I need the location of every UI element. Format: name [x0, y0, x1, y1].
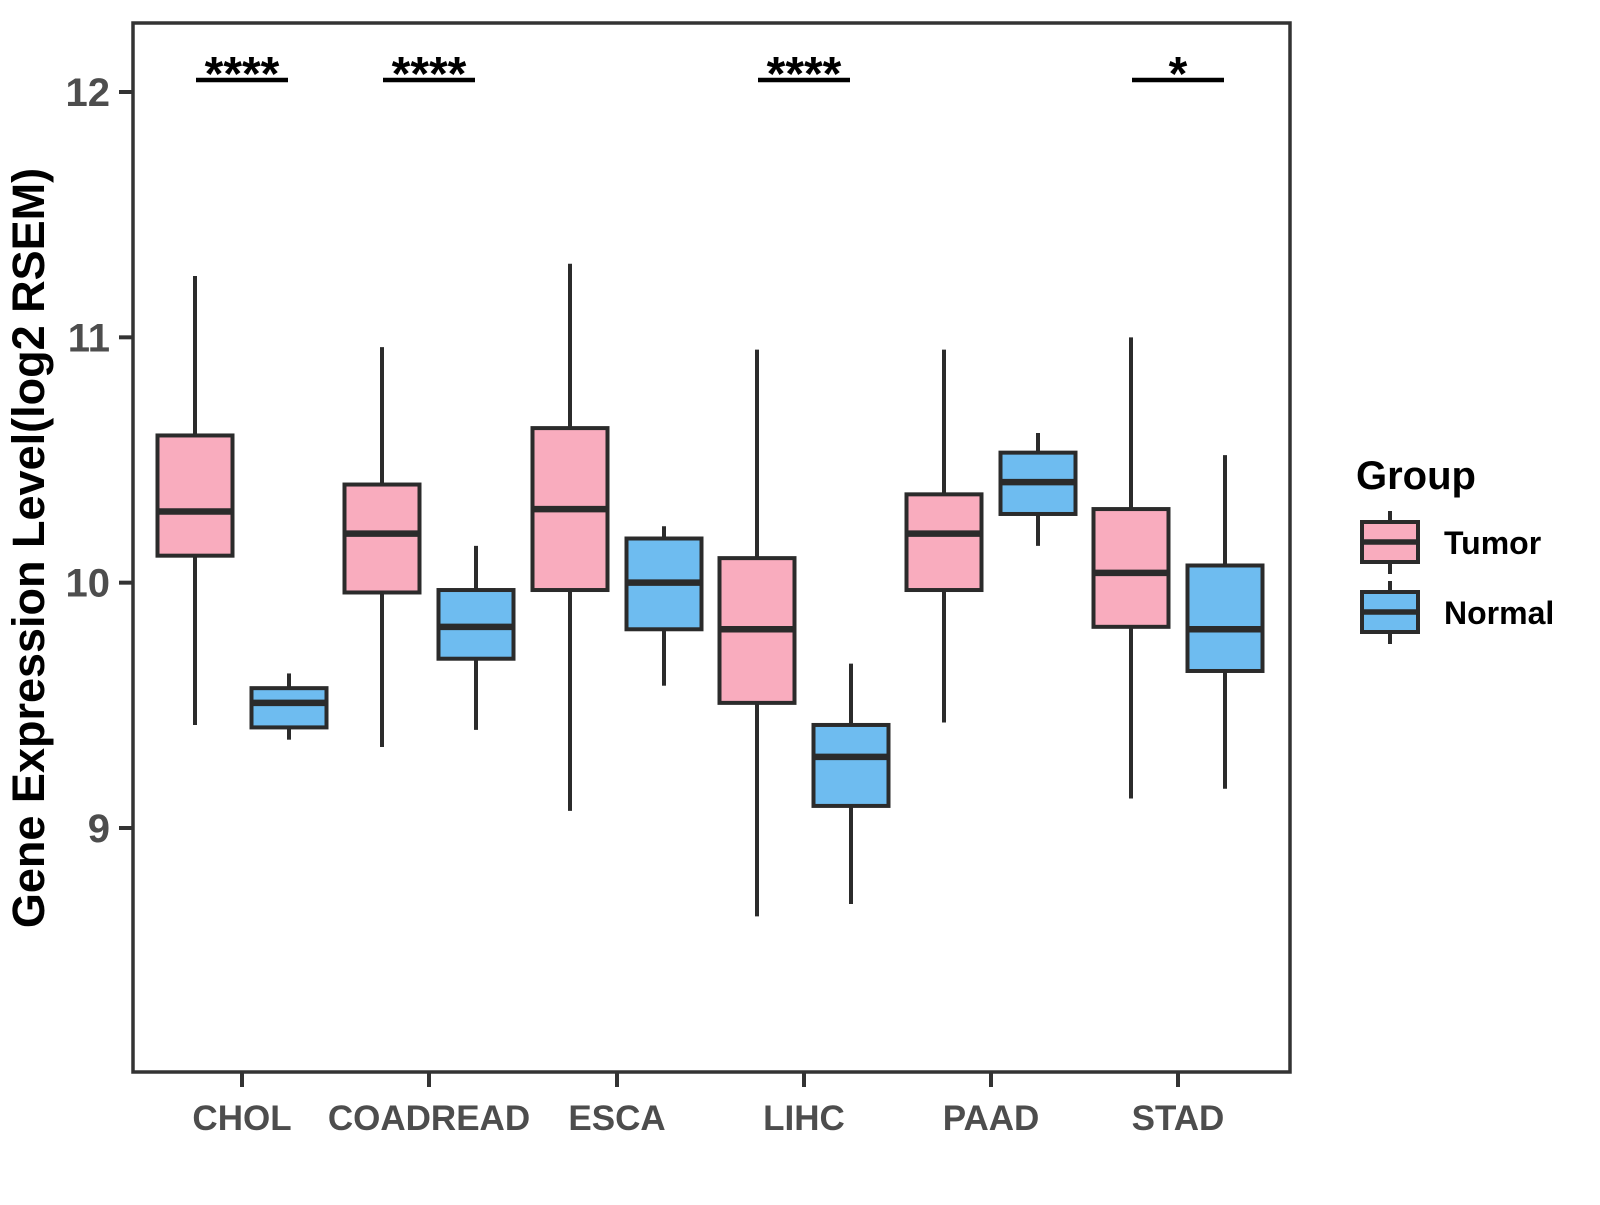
legend-item-tumor: Tumor — [1360, 511, 1541, 574]
x-tick-label-LIHC: LIHC — [763, 1099, 845, 1138]
box-LIHC-Normal — [811, 663, 891, 905]
box-STAD-Tumor — [1091, 337, 1171, 799]
significance-stars-COADREAD: **** — [392, 48, 467, 101]
box-LIHC-Tumor — [717, 349, 797, 917]
iqr-box-PAAD-Tumor — [904, 492, 984, 593]
legend-label-normal: Normal — [1444, 595, 1554, 631]
box-COADREAD-Tumor — [342, 347, 422, 748]
iqr-box-STAD-Normal — [1185, 563, 1265, 673]
x-tick-label-CHOL: CHOL — [192, 1099, 291, 1138]
iqr-box-CHOL-Normal — [249, 686, 329, 730]
x-tick-label-ESCA: ESCA — [568, 1099, 665, 1138]
box-CHOL-Tumor — [155, 275, 235, 725]
y-tick-label-11: 11 — [68, 316, 110, 360]
y-tick-label-12: 12 — [66, 71, 111, 115]
box-CHOL-Normal — [249, 673, 329, 740]
legend: Group Tumor Normal — [1356, 454, 1554, 644]
significance-stars-CHOL: **** — [205, 48, 280, 101]
y-tick-label-9: 9 — [88, 807, 110, 851]
boxes-layer — [155, 263, 1265, 917]
box-STAD-Normal — [1185, 455, 1265, 789]
legend-title: Group — [1356, 454, 1476, 498]
x-tick-label-COADREAD: COADREAD — [328, 1099, 530, 1138]
significance-stars-STAD: * — [1169, 48, 1188, 101]
box-PAAD-Normal — [998, 433, 1078, 546]
x-tick-label-STAD: STAD — [1132, 1099, 1225, 1138]
axes-layer: 9 10 11 12 CHOL COADREAD ESCA LIHC PAAD STAD — [66, 71, 1225, 1138]
x-tick-label-PAAD: PAAD — [943, 1099, 1040, 1138]
box-ESCA-Normal — [624, 526, 704, 686]
y-axis-title: Gene Expression Level(log2 RSEM) — [3, 168, 54, 928]
iqr-box-COADREAD-Tumor — [342, 482, 422, 595]
significance-layer: **** **** **** * — [196, 48, 1224, 101]
box-COADREAD-Normal — [436, 545, 516, 730]
legend-item-normal: Normal — [1360, 581, 1554, 644]
iqr-box-STAD-Tumor — [1091, 507, 1171, 629]
iqr-box-LIHC-Normal — [811, 722, 891, 808]
iqr-box-CHOL-Tumor — [155, 433, 235, 558]
panel-border — [131, 21, 1292, 1074]
y-tick-label-10: 10 — [66, 562, 111, 606]
legend-label-tumor: Tumor — [1444, 525, 1541, 561]
significance-stars-LIHC: **** — [767, 48, 842, 101]
box-ESCA-Tumor — [530, 263, 610, 811]
box-PAAD-Tumor — [904, 349, 984, 723]
